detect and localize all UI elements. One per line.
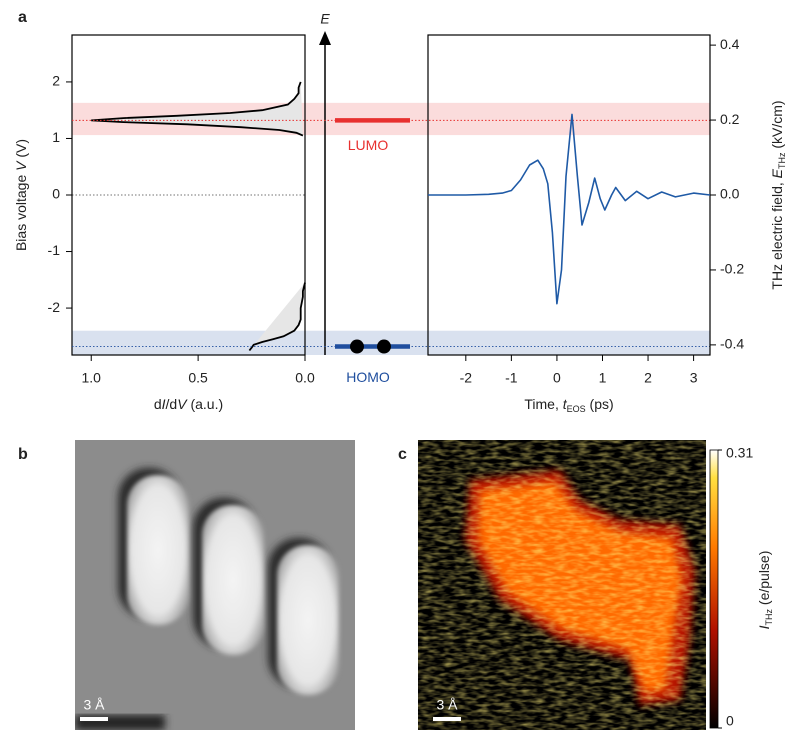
x-tick-label: 0 xyxy=(553,370,561,386)
x-tick-label: 3 xyxy=(690,370,698,386)
thz-map xyxy=(418,440,706,730)
x-tick-label: 1.0 xyxy=(82,370,102,386)
scale-bar xyxy=(433,717,461,721)
axis-label-part: (V) xyxy=(13,139,29,162)
axis-label: Time, tEOS (ps) xyxy=(524,396,613,415)
axis-label: ITHz (e/pulse) xyxy=(756,551,775,630)
axis-label-part: THz electric field, xyxy=(769,178,785,289)
spectrum-line xyxy=(91,81,306,352)
scale-bar-label: 3 Å xyxy=(436,697,458,713)
axis-label-part: E xyxy=(769,168,785,178)
y-tick-label: -0.2 xyxy=(720,261,744,277)
axis-label-part: d xyxy=(154,396,162,412)
axis-label: Bias voltage V (V) xyxy=(13,139,29,251)
y-tick-label: 0.4 xyxy=(720,36,740,52)
axis-label-part: Time, xyxy=(524,396,562,412)
x-tick-label: -1 xyxy=(505,370,518,386)
x-tick-label: 2 xyxy=(644,370,652,386)
axis-label-part: I xyxy=(162,396,166,412)
energy-arrowhead xyxy=(319,31,331,45)
stm-image xyxy=(75,440,355,730)
axis-label-part: (kV/cm) xyxy=(769,100,785,152)
y-tick-label: 1 xyxy=(52,129,60,145)
y-tick-label: -0.4 xyxy=(720,336,744,352)
colorbar-tick-label: 0 xyxy=(726,713,734,729)
y-tick-label: -2 xyxy=(48,299,61,315)
scale-bar-label: 3 Å xyxy=(83,697,105,713)
electron xyxy=(350,339,364,354)
axis-label-part: EOS xyxy=(567,404,586,414)
axis-label-part: (e/pulse) xyxy=(756,551,772,609)
level-label: LUMO xyxy=(348,137,389,153)
spectrum-area xyxy=(91,81,305,351)
axis-label-part: t xyxy=(563,396,568,412)
y-tick-label: 0.2 xyxy=(720,111,740,127)
energy-label: E xyxy=(320,11,330,27)
panel-label: a xyxy=(18,9,27,26)
axis-label-part: V xyxy=(13,160,29,171)
waveform-line xyxy=(428,113,711,305)
axis-label-part: THz xyxy=(777,152,787,169)
axis-label: THz electric field, ETHz (kV/cm) xyxy=(769,100,788,289)
axis-label-part: /d xyxy=(166,396,178,412)
energy-band xyxy=(72,330,710,355)
axis-label-part: (a.u.) xyxy=(187,396,224,412)
level-label: HOMO xyxy=(346,369,390,385)
x-tick-label: 0.5 xyxy=(188,370,208,386)
colorbar-tick-label: 0.31 xyxy=(726,445,753,461)
x-tick-label: 0.0 xyxy=(295,370,315,386)
axis-label-part: (ps) xyxy=(586,396,614,412)
axis-label-part: V xyxy=(177,396,188,412)
axis-label-part: I xyxy=(756,625,772,629)
axis-label: dI/dV (a.u.) xyxy=(154,396,223,412)
panel-label: c xyxy=(398,446,407,463)
panel-label: b xyxy=(18,446,28,463)
axis-label-part: Bias voltage xyxy=(13,171,29,251)
axis-label-part: THz xyxy=(764,608,774,625)
y-tick-label: 2 xyxy=(52,73,60,89)
x-tick-label: -2 xyxy=(460,370,473,386)
y-tick-label: -1 xyxy=(48,242,61,258)
x-tick-label: 1 xyxy=(599,370,607,386)
y-tick-label: 0 xyxy=(52,186,60,202)
scale-bar xyxy=(80,717,108,721)
y-tick-label: 0.0 xyxy=(720,186,740,202)
colorbar xyxy=(709,449,719,729)
electron xyxy=(377,339,391,354)
